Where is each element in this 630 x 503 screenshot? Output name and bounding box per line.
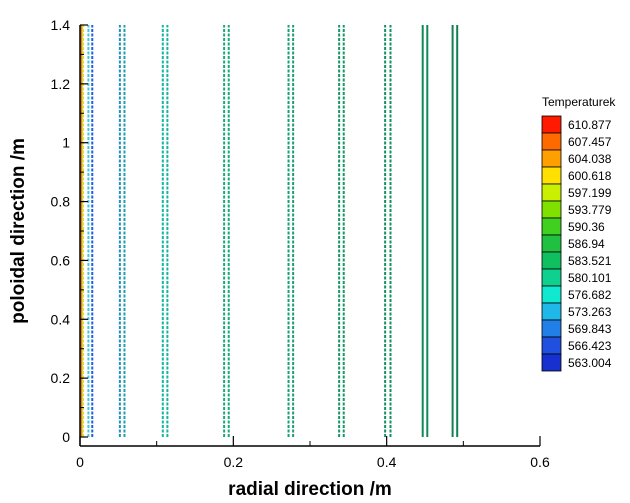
legend-swatch xyxy=(541,319,562,338)
x-tick-label: 0.6 xyxy=(530,454,550,470)
y-axis-label: poloidal direction /m xyxy=(8,138,29,324)
legend: Temperaturek 610.877 607.457 604.038 600.61… xyxy=(541,95,616,372)
y-tick-label: 0.8 xyxy=(51,194,71,210)
legend-label: 566.423 xyxy=(568,339,612,353)
x-axis-label: radial direction /m xyxy=(228,479,392,500)
y-tick-label: 0.2 xyxy=(51,370,71,386)
legend-label: 563.004 xyxy=(568,356,612,370)
legend-swatch xyxy=(541,200,562,219)
legend-label: 597.199 xyxy=(568,186,612,200)
legend-label: 569.843 xyxy=(568,322,612,336)
legend-label: 590.36 xyxy=(568,220,605,234)
legend-label: 610.877 xyxy=(568,118,612,132)
legend-label: 583.521 xyxy=(568,254,612,268)
legend-label: 573.263 xyxy=(568,305,612,319)
legend-swatch xyxy=(541,217,562,236)
legend-swatch xyxy=(541,149,562,168)
x-tick-label: 0.2 xyxy=(224,454,244,470)
y-tick-label: 1.4 xyxy=(51,17,71,33)
legend-title: Temperaturek xyxy=(542,95,616,109)
y-tick-label: 1.2 xyxy=(51,76,71,92)
x-ticks: 0 0.2 0.4 0.6 xyxy=(76,436,550,470)
x-tick-label: 0 xyxy=(76,454,84,470)
legend-label: 607.457 xyxy=(568,135,612,149)
legend-swatch xyxy=(541,336,562,355)
legend-label: 576.682 xyxy=(568,288,612,302)
legend-label: 580.101 xyxy=(568,271,612,285)
y-tick-label: 0 xyxy=(62,429,70,445)
y-ticks: 0 0.2 0.4 0.6 0.8 1 1.2 1.4 xyxy=(51,17,88,445)
legend-swatch xyxy=(541,353,562,372)
y-tick-label: 0.4 xyxy=(51,311,71,327)
contour-lines xyxy=(80,25,459,437)
y-tick-label: 0.6 xyxy=(51,252,71,268)
legend-swatch xyxy=(541,234,562,253)
legend-label: 604.038 xyxy=(568,152,612,166)
legend-label: 593.779 xyxy=(568,203,612,217)
y-tick-label: 1 xyxy=(62,135,70,151)
legend-swatch xyxy=(541,285,562,304)
legend-swatch xyxy=(541,183,562,202)
legend-swatch xyxy=(541,115,562,134)
legend-swatch xyxy=(541,302,562,321)
legend-swatch xyxy=(541,166,562,185)
legend-label: 586.94 xyxy=(568,237,605,251)
legend-swatch xyxy=(541,268,562,287)
legend-label: 600.618 xyxy=(568,169,612,183)
legend-swatch xyxy=(541,251,562,270)
x-tick-label: 0.4 xyxy=(377,454,397,470)
axes xyxy=(79,25,540,447)
legend-swatch xyxy=(541,132,562,151)
